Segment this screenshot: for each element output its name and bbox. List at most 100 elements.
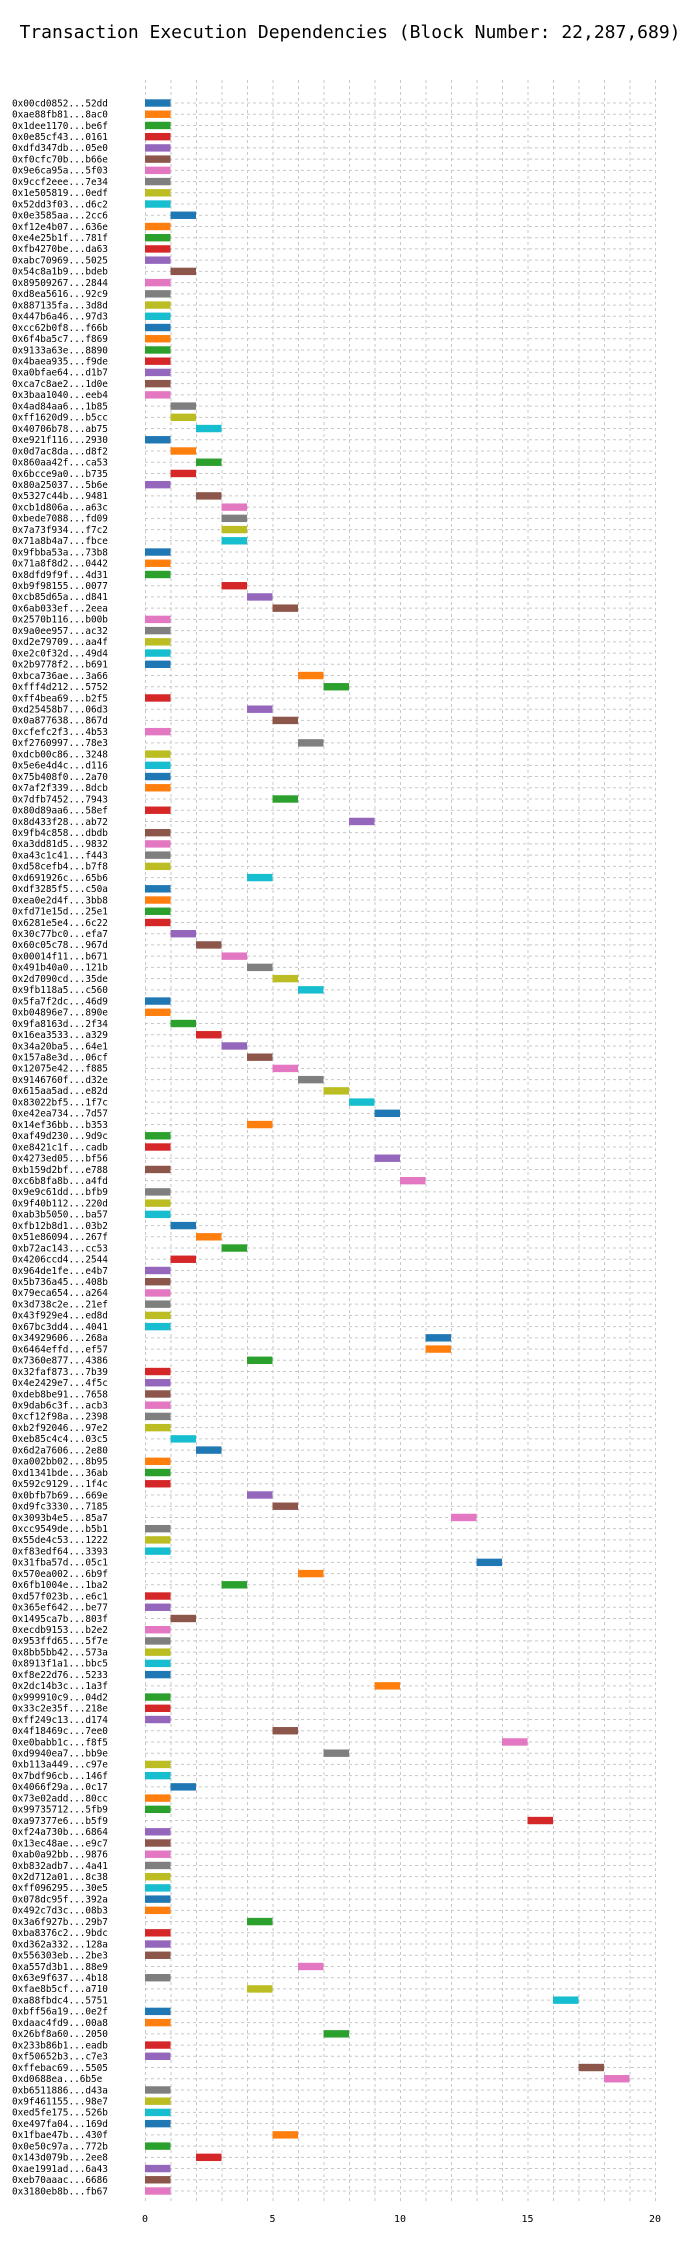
bar	[145, 1637, 171, 1645]
bar	[145, 436, 171, 444]
bar	[247, 705, 273, 713]
y-tick-label: 0x83022bf5...1f7c	[12, 1097, 108, 1108]
y-tick-label: 0x9dab6c3f...acb3	[12, 1400, 108, 1411]
bar	[323, 1087, 349, 1095]
bar	[527, 1816, 553, 1825]
bar	[145, 1951, 171, 1959]
bar	[145, 480, 171, 489]
y-tick-label: 0x7dfb7452...7943	[12, 794, 108, 805]
y-tick-label: 0xd57f023b...e6c1	[12, 1591, 108, 1602]
y-tick-label: 0x7af2f339...8dcb	[12, 783, 108, 794]
y-tick-label: 0x556303eb...2be3	[12, 1951, 108, 1962]
bar	[170, 1783, 196, 1791]
bar	[502, 1738, 528, 1746]
y-tick-label: 0x615aa5ad...e82d	[12, 1086, 108, 1097]
y-tick-label: 0x9fbba53a...73b8	[12, 547, 108, 558]
x-tick-label: 0	[142, 2214, 148, 2225]
y-tick-label: 0x32faf873...7b39	[12, 1367, 108, 1378]
y-tick-label: 0xd9940ea7...bb9e	[12, 1748, 108, 1759]
y-tick-label: 0x3baa1040...eeb4	[12, 390, 108, 401]
y-tick-label: 0xf8e22d76...5233	[12, 1670, 108, 1681]
bar	[272, 1727, 298, 1735]
bar	[145, 391, 171, 399]
y-tick-label: 0xff4bea69...b2f5	[12, 693, 108, 704]
y-tick-label: 0xa88fbdc4...5751	[12, 1995, 108, 2006]
bar	[145, 1401, 171, 1409]
bar	[451, 1513, 477, 1522]
y-tick-label: 0x9f461155...98e7	[12, 2096, 108, 2107]
bar	[145, 1828, 171, 1836]
y-tick-label: 0x6ab033ef...2eea	[12, 603, 108, 614]
y-tick-label: 0x447b6a46...97d3	[12, 312, 108, 323]
bar	[145, 1940, 171, 1948]
bar	[145, 997, 171, 1005]
bar	[145, 1861, 171, 1870]
bar	[145, 851, 171, 859]
y-tick-label: 0x80a25037...5b6e	[12, 480, 108, 491]
y-tick-label: 0x12075e42...f885	[12, 1064, 108, 1075]
bar	[272, 716, 298, 725]
bar	[272, 1502, 298, 1510]
y-tick-label: 0xdfd347db...05e0	[12, 143, 108, 154]
bar	[145, 2164, 171, 2173]
y-tick-label: 0x491b40a0...121b	[12, 963, 108, 974]
y-tick-label: 0x6f4ba5c7...f869	[12, 334, 108, 345]
bar	[221, 582, 247, 590]
bar	[145, 750, 171, 758]
y-tick-label: 0xff1620d9...b5cc	[12, 413, 108, 424]
y-tick-label: 0xea0e2d4f...3bb8	[12, 895, 108, 906]
y-tick-label: 0xf83edf64...3393	[12, 1546, 108, 1557]
y-tick-label: 0xe921f116...2930	[12, 435, 108, 446]
y-tick-label: 0xd58cefb4...b7f8	[12, 862, 108, 873]
y-tick-label: 0x54c8a1b9...bdeb	[12, 267, 108, 278]
y-tick-label: 0xecdb9153...b2e2	[12, 1625, 108, 1636]
bar	[145, 1771, 171, 1780]
bar	[145, 1884, 171, 1892]
bar	[196, 941, 222, 949]
bar	[247, 1917, 273, 1926]
bar	[145, 2119, 171, 2128]
bar	[170, 267, 196, 276]
y-tick-label: 0xae88fb81...8ac0	[12, 110, 108, 121]
bar	[170, 402, 196, 410]
x-tick-labels: 0 5 10 15 20	[142, 2214, 661, 2225]
y-tick-label: 0xa0bfae64...d1b7	[12, 368, 108, 379]
bar	[145, 1872, 171, 1881]
y-tick-label: 0xbede7088...fd09	[12, 514, 108, 525]
bar	[145, 1794, 171, 1802]
bar	[145, 1468, 171, 1477]
y-tick-label: 0x9e9c61dd...bfb9	[12, 1187, 108, 1198]
bar	[298, 671, 324, 680]
y-tick-label: 0xff249c13...d174	[12, 1715, 108, 1726]
bar	[170, 211, 196, 219]
y-tick-label: 0x9146760f...d32e	[12, 1075, 108, 1086]
bar	[170, 413, 196, 422]
bar	[425, 1334, 451, 1342]
bar	[323, 1749, 349, 1757]
bar	[247, 1356, 273, 1364]
bar	[196, 492, 222, 500]
y-tick-label: 0xd362a332...128a	[12, 1939, 108, 1950]
bar	[196, 1031, 222, 1039]
y-tick-label: 0xc6b8fa8b...a4fd	[12, 1176, 108, 1187]
bar	[145, 1278, 171, 1286]
y-tick-label: 0x492c7d3c...08b3	[12, 1906, 108, 1917]
bar	[170, 1019, 196, 1028]
y-tick-label: 0x75b408f0...2a70	[12, 772, 108, 783]
chart-title: Transaction Execution Dependencies (Bloc…	[19, 22, 680, 43]
y-tick-label: 0x5327c44b...9481	[12, 491, 108, 502]
y-tick-label: 0x0bfb7b69...669e	[12, 1490, 108, 1501]
y-tick-label: 0xfae8b5cf...a710	[12, 1984, 108, 1995]
y-tick-label: 0x67bc3dd4...4041	[12, 1322, 108, 1333]
y-tick-label: 0xb9f98155...0077	[12, 581, 108, 592]
y-tick-label: 0xdaac4fd9...00a8	[12, 2018, 108, 2029]
bar	[145, 1412, 171, 1421]
y-tick-label: 0x860aa42f...ca53	[12, 458, 108, 469]
y-tick-label: 0x60c05c78...967d	[12, 940, 108, 951]
y-tick-label: 0x8d433f28...ab72	[12, 817, 108, 828]
y-tick-label: 0x5fa7f2dc...46d9	[12, 996, 108, 1007]
bar	[272, 795, 298, 803]
bar	[298, 1569, 324, 1578]
